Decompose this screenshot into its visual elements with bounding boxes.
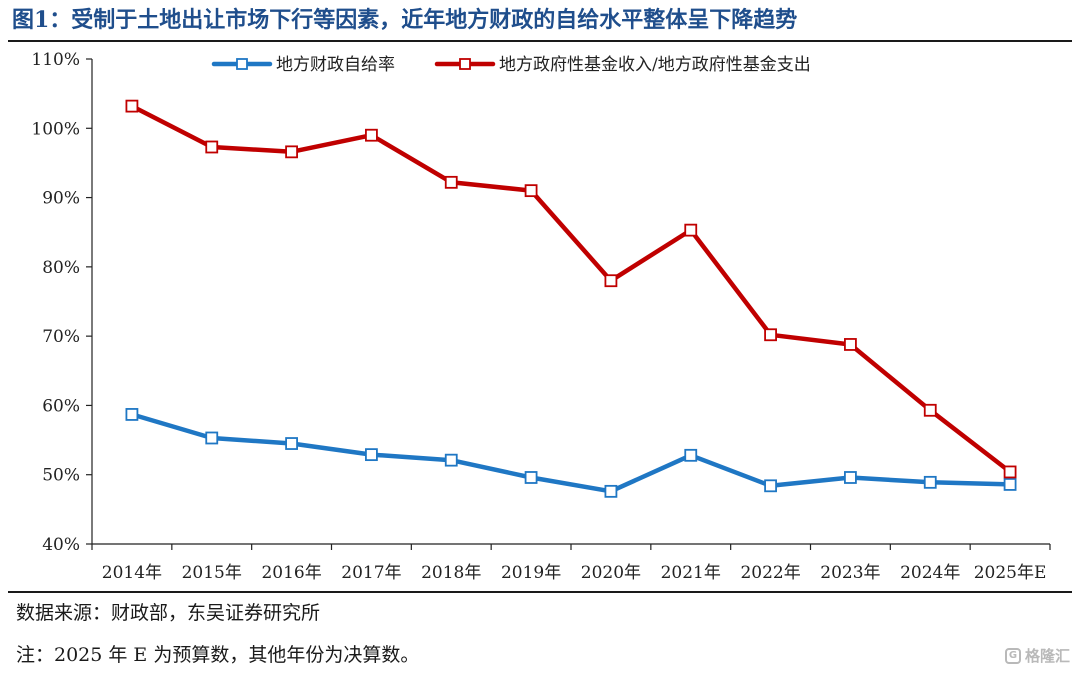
data-point [444, 453, 458, 467]
series-2 [125, 99, 1017, 479]
data-point [1003, 465, 1017, 479]
series-1 [125, 408, 1017, 498]
data-point [205, 140, 219, 154]
data-point [844, 471, 857, 484]
x-tick-label: 2016年 [261, 563, 321, 583]
data-point [125, 99, 139, 113]
series-layer [125, 99, 1017, 498]
data-point [1003, 478, 1017, 491]
y-tick-label: 80% [42, 258, 80, 278]
x-tick-label: 2025年E [974, 563, 1047, 583]
watermark: G 格隆汇 [1004, 645, 1070, 666]
legend: 地方财政自给率 地方政府性基金收入/地方政府性基金支出 [211, 55, 811, 75]
legend-swatch-marker [236, 58, 248, 70]
bottom-rule [8, 591, 1072, 593]
data-point [365, 448, 378, 462]
data-point [764, 479, 777, 493]
data-point [604, 484, 618, 498]
line-chart: 40% 50% 60% 70% 80% 90% 100% 110% 2014年 2015年 2016… [31, 50, 1051, 583]
data-point [205, 431, 219, 445]
data-point [923, 475, 937, 489]
legend-label: 地方政府性基金收入/地方政府性基金支出 [499, 55, 811, 75]
x-tick-label: 2014年 [102, 563, 162, 583]
data-point [684, 223, 698, 237]
data-point [844, 338, 857, 351]
x-tick-label: 2022年 [740, 563, 800, 583]
figure-title: 图1：受制于土地出让市场下行等因素，近年地方财政的自给水平整体呈下降趋势 [12, 7, 798, 33]
y-tick-label: 60% [42, 396, 80, 416]
x-tick-label: 2017年 [341, 563, 401, 583]
watermark-logo-icon: G [1004, 647, 1021, 664]
data-point [365, 128, 378, 142]
y-tick-label: 40% [42, 535, 80, 555]
data-point [604, 274, 618, 288]
x-tick-label: 2018年 [421, 563, 481, 583]
data-point [125, 408, 139, 421]
y-tick-label: 100% [31, 119, 80, 139]
x-tick-label: 2024年 [900, 563, 960, 583]
series-line [129, 103, 1013, 475]
source-note: 数据来源：财政部，东吴证券研究所 [16, 602, 321, 624]
data-point [444, 175, 458, 189]
series-line [129, 412, 1013, 494]
top-rule [8, 40, 1072, 42]
y-tick-label: 50% [42, 466, 80, 486]
x-tick-label: 2023年 [820, 563, 880, 583]
legend-label: 地方财政自给率 [276, 55, 395, 75]
x-tick-label: 2020年 [581, 563, 641, 583]
watermark-text: 格隆汇 [1024, 647, 1070, 665]
data-point [285, 437, 298, 450]
y-tick-label: 110% [31, 50, 80, 70]
y-tick-label: 90% [42, 189, 80, 209]
footnote: 注：2025 年 E 为预算数，其他年份为决算数。 [16, 644, 420, 666]
x-tick-label: 2021年 [661, 563, 721, 583]
data-point [684, 448, 698, 462]
legend-swatch-marker [459, 58, 471, 70]
x-tick-label: 2015年 [182, 563, 242, 583]
data-point [764, 328, 777, 342]
data-point [524, 184, 538, 198]
y-tick-label: 70% [42, 327, 80, 347]
x-tick-label: 2019年 [501, 563, 561, 583]
data-point [285, 145, 298, 159]
axes: 40% 50% 60% 70% 80% 90% 100% 110% 2014年 2015年 2016… [31, 50, 1051, 583]
data-point [923, 403, 937, 417]
data-point [524, 471, 538, 484]
